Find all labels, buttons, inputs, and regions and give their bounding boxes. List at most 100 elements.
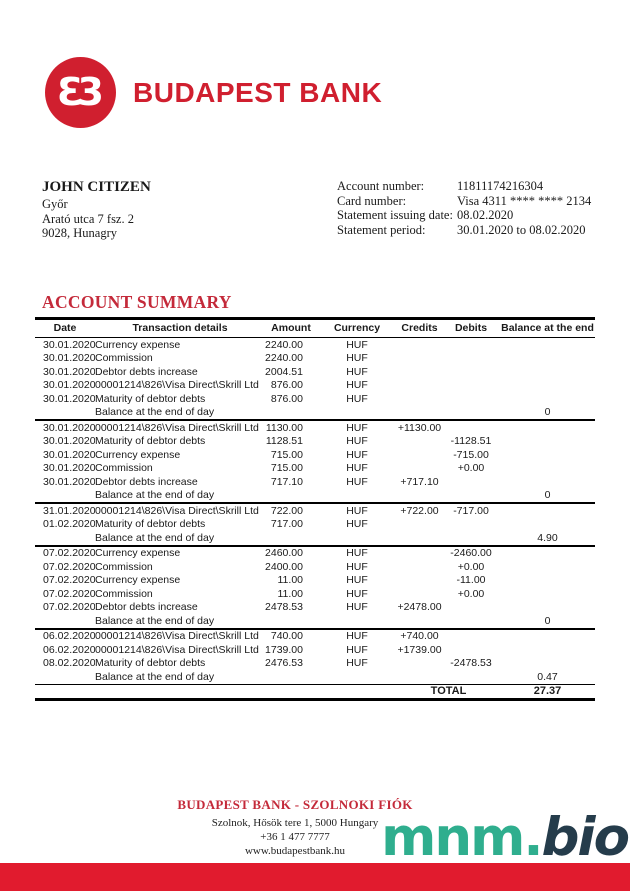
cell-amount: 717.00 [270, 518, 303, 530]
cell-currency: HUF [346, 504, 368, 517]
cell-details: Balance at the end of day [95, 531, 215, 544]
cell-credits [397, 489, 442, 504]
total-label: TOTAL [430, 685, 467, 697]
cell-currency: HUF [346, 448, 368, 461]
cell-balance [500, 518, 595, 532]
transaction-row: 30.01.2020 Commission 715.00 HUF +0.00 [35, 462, 595, 476]
cell-details: Maturity of debtor debts [95, 392, 206, 405]
transaction-row: 06.02.2020 00001214\826\Visa Direct\Skril… [35, 629, 595, 644]
cell-balance: 0 [544, 614, 551, 627]
issuing-date-value: 08.02.2020 [457, 208, 514, 222]
cell-credits [397, 448, 442, 462]
cell-balance [500, 546, 595, 561]
cell-debits: -2460.00 [450, 547, 492, 559]
cell-date: 31.01.2020 [43, 504, 95, 517]
transaction-row: 30.01.2020 Currency expense 715.00 HUF -715.… [35, 448, 595, 462]
bottom-red-bar [0, 863, 630, 891]
cell-balance [500, 338, 595, 352]
cell-date: 30.01.2020 [43, 392, 95, 405]
transaction-row: 07.02.2020 Currency expense 11.00 HUF -11.00 [35, 574, 595, 588]
cell-credits: +740.00 [400, 630, 439, 642]
transaction-group: 30.01.2020 00001214\826\Visa Direct\Skril… [35, 420, 595, 503]
transaction-row: 30.01.2020 00001214\826\Visa Direct\Skril… [35, 420, 595, 435]
cell-amount [265, 670, 317, 684]
cell-date: 07.02.2020 [43, 560, 95, 573]
cell-currency: HUF [346, 657, 368, 669]
cell-debits [442, 420, 500, 435]
cell-date: 01.02.2020 [43, 518, 95, 530]
cell-amount [265, 489, 317, 504]
cell-details: Debtor debts increase [95, 365, 198, 378]
cell-date [35, 489, 95, 504]
total-row: TOTAL 27.37 [35, 684, 595, 700]
transaction-row: 30.01.2020 Commission 2240.00 HUF [35, 352, 595, 366]
account-detail-row: Statement issuing date: 08.02.2020 [337, 208, 595, 223]
cell-balance [500, 503, 595, 518]
transaction-row: 30.01.2020 Currency expense 2240.00 HUF [35, 338, 595, 352]
cell-balance [500, 365, 595, 379]
cell-currency: HUF [346, 475, 368, 488]
cell-credits [397, 406, 442, 421]
balance-row: Balance at the end of day 0.47 [35, 670, 595, 684]
cell-date: 08.02.2020 [43, 657, 95, 669]
cell-debits [442, 365, 500, 379]
cell-debits: -2478.53 [450, 657, 492, 669]
cell-amount: 715.00 [270, 448, 303, 461]
cell-credits [397, 352, 442, 366]
branch-phone: +36 1 477 7777 [260, 831, 330, 843]
footer-block: BUDAPEST BANK - SZOLNOKI FIÓK Szolnok, H… [0, 797, 590, 858]
cell-amount: 1128.51 [265, 435, 303, 447]
transaction-row: 07.02.2020 Currency expense 2460.00 HUF -246… [35, 546, 595, 561]
cell-amount: 11.00 [277, 574, 304, 586]
account-summary-title: ACCOUNT SUMMARY [42, 292, 232, 312]
cell-balance [500, 657, 595, 671]
branch-website: www.budapestbank.hu [244, 845, 346, 857]
transaction-row: 30.01.2020 Debtor debts increase 717.10 HUF… [35, 475, 595, 489]
cell-amount: 740.00 [270, 630, 303, 642]
cell-details: Commission [95, 560, 153, 573]
transaction-row: 30.01.2020 Debtor debts increase 2004.51 HU… [35, 365, 595, 379]
statement-period-label: Statement period: [337, 222, 426, 237]
cell-currency: HUF [346, 574, 368, 586]
cell-balance [500, 601, 595, 615]
total-value: 27.37 [533, 685, 562, 697]
cell-credits [397, 560, 442, 574]
cell-date: 30.01.2020 [43, 475, 95, 488]
cell-amount: 1130.00 [265, 421, 303, 434]
cell-amount: 2478.53 [265, 601, 303, 613]
cell-credits [397, 587, 442, 601]
cell-pad [35, 684, 397, 700]
cell-balance: 0.47 [537, 670, 558, 683]
cell-details: 00001214\826\Visa Direct\Skrill Ltd [95, 643, 259, 656]
col-header-debits: Debits [454, 322, 488, 334]
cell-details: Maturity of debtor debts [95, 518, 206, 530]
cell-currency: HUF [346, 338, 368, 351]
cell-credits [397, 365, 442, 379]
account-detail-row: Card number: Visa 4311 **** **** 2134 [337, 194, 595, 209]
bank-logo: Ɛ3 BUDAPEST BANK [45, 57, 382, 128]
transaction-row: 06.02.2020 00001214\826\Visa Direct\Skril… [35, 643, 595, 657]
cell-debits: +0.00 [457, 462, 485, 474]
cell-details: 00001214\826\Visa Direct\Skrill Ltd [95, 421, 259, 434]
cell-date: 30.01.2020 [43, 379, 95, 391]
transaction-row: 08.02.2020 Maturity of debtor debts 2476.5… [35, 657, 595, 671]
cell-debits [442, 352, 500, 366]
cell-debits: -1128.51 [450, 435, 492, 447]
cell-date: 30.01.2020 [43, 338, 95, 351]
cell-details: 00001214\826\Visa Direct\Skrill Ltd [95, 504, 259, 517]
cell-amount: 715.00 [270, 462, 303, 474]
cell-currency: HUF [346, 547, 368, 559]
cell-currency [317, 614, 397, 629]
cell-date: 07.02.2020 [43, 601, 95, 613]
cell-details: Currency expense [95, 547, 181, 559]
cell-balance [500, 560, 595, 574]
transaction-row: 07.02.2020 Commission 2400.00 HUF +0.00 [35, 560, 595, 574]
cell-details: Debtor debts increase [95, 475, 198, 488]
cell-amount: 11.00 [277, 587, 304, 600]
cell-credits [397, 657, 442, 671]
cell-amount [265, 531, 317, 546]
logo-clover-glyph: Ɛ3 [57, 69, 104, 114]
cell-currency [317, 406, 397, 421]
transaction-row: 31.01.2020 00001214\826\Visa Direct\Skril… [35, 503, 595, 518]
